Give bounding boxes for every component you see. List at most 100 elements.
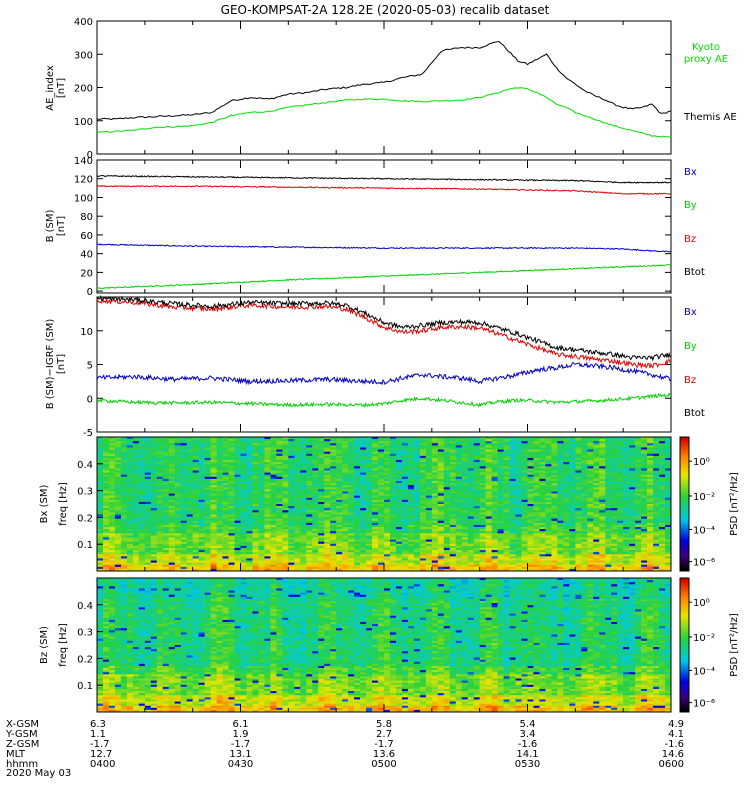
spectrogram-cell [557, 455, 564, 459]
spectrogram-cell [497, 470, 504, 473]
spectrogram-cell [258, 524, 265, 528]
spectrogram-cell [324, 460, 331, 463]
spectrogram-cell [395, 487, 403, 490]
spectrogram-cell [132, 489, 140, 492]
spectrogram-cell [395, 445, 403, 448]
spectrogram-cell [557, 508, 564, 511]
spectrogram-cell [623, 472, 630, 475]
spectrogram-cell [491, 501, 498, 505]
spectrogram-cell [425, 535, 433, 538]
spectrogram-cell [384, 491, 391, 494]
spectrogram-cell [497, 524, 504, 528]
spectrogram-cell [425, 493, 433, 496]
spectrogram-cell [545, 480, 552, 484]
spectrogram-cell [144, 529, 152, 532]
spectrogram-cell [617, 472, 624, 475]
spectrogram-cell [282, 491, 289, 494]
spectrogram-cell [665, 518, 672, 522]
spectrogram-cell [282, 539, 289, 542]
spectrogram-cell [120, 451, 128, 455]
spectrogram-cell [641, 524, 648, 528]
spectrogram-cell [156, 512, 164, 515]
spectrogram-cell [270, 493, 277, 496]
spectrogram-cell [575, 468, 582, 471]
spectrogram-cell [401, 485, 409, 488]
spectrogram-cell [545, 439, 552, 442]
spectrogram-cell [348, 501, 355, 505]
spectrogram-cell [665, 527, 672, 530]
spectrogram-cell [509, 518, 516, 522]
spectrogram-cell [294, 449, 301, 452]
spectrogram-cell [563, 472, 570, 475]
spectrogram-cell [389, 460, 397, 463]
spectrogram-cell [294, 455, 301, 459]
spectrogram-cell [473, 470, 480, 473]
spectrogram-cell [210, 478, 217, 482]
spectrogram-cell [611, 464, 618, 467]
spectrogram-cell [419, 506, 427, 509]
spectrogram-cell [234, 453, 241, 457]
spectrogram-cell [366, 520, 373, 524]
spectrogram-cell [270, 464, 277, 467]
spectrogram-cell [300, 478, 307, 482]
spectrogram-cell [617, 447, 624, 450]
spectrogram-cell [605, 537, 612, 540]
spectrogram-cell [348, 495, 355, 499]
spectrogram-cell [599, 470, 606, 473]
spectrogram-cell [593, 470, 600, 473]
spectrogram-cell [192, 470, 199, 473]
spectrogram-cell [306, 533, 313, 536]
spectrogram-cell [413, 445, 421, 448]
spectrogram-cell [294, 483, 301, 486]
spectrogram-cell [485, 457, 492, 461]
spectrogram-cell [629, 472, 636, 475]
spectrogram-cell [473, 518, 480, 522]
spectrogram-cell [539, 441, 546, 444]
spectrogram-cell [647, 524, 654, 528]
spectrogram-cell [653, 506, 660, 509]
spectrogram-cell [425, 516, 433, 519]
spectrogram-cell [539, 483, 546, 486]
spectrogram-cell [216, 485, 223, 488]
spectrogram-cell [330, 447, 337, 450]
spectrogram-cell [401, 533, 409, 536]
spectrogram-cell [228, 527, 235, 530]
spectrogram-cell [503, 487, 510, 490]
spectrogram-cell [97, 491, 104, 494]
spectrogram-cell [234, 497, 241, 501]
spectrogram-cell [258, 520, 265, 524]
spectrogram-cell [258, 506, 265, 509]
spectrogram-cell [102, 483, 110, 486]
spectrogram-cell [641, 508, 648, 511]
spectrogram-cell [419, 520, 427, 524]
legend-bsm-bx: Bx [684, 167, 697, 178]
spectrogram-cell [222, 524, 229, 528]
spectrogram-cell [186, 447, 193, 450]
spectrogram-cell [318, 460, 325, 463]
spectrogram-cell [389, 487, 397, 490]
spectrogram-cell [449, 539, 457, 542]
spectrogram-cell [306, 439, 313, 442]
spectrogram-cell [258, 495, 265, 499]
spectrogram-cell [395, 514, 403, 517]
spectrogram-cell [258, 518, 265, 522]
spectrogram-cell [150, 522, 158, 526]
spectrogram-cell [180, 495, 187, 499]
spectrogram-cell [102, 529, 110, 532]
spectrogram-cell [372, 527, 379, 530]
spectrogram-cell [186, 449, 193, 452]
spectrogram-cell [114, 478, 122, 482]
spectrogram-cell [192, 451, 199, 455]
spectrogram-cell [515, 491, 522, 494]
spectrogram-cell [653, 539, 660, 542]
spectrogram-cell [455, 510, 463, 513]
spectrogram-cell [461, 516, 469, 519]
spectrogram-cell [431, 457, 439, 461]
spectrogram-cell [551, 472, 558, 475]
spectrogram-cell [216, 447, 223, 450]
spectrogram-cell [641, 441, 648, 444]
spectrogram-cell [120, 472, 128, 475]
spectrogram-cell [593, 439, 600, 442]
spectrogram-cell [294, 522, 301, 526]
spectrogram-cell [198, 487, 205, 490]
